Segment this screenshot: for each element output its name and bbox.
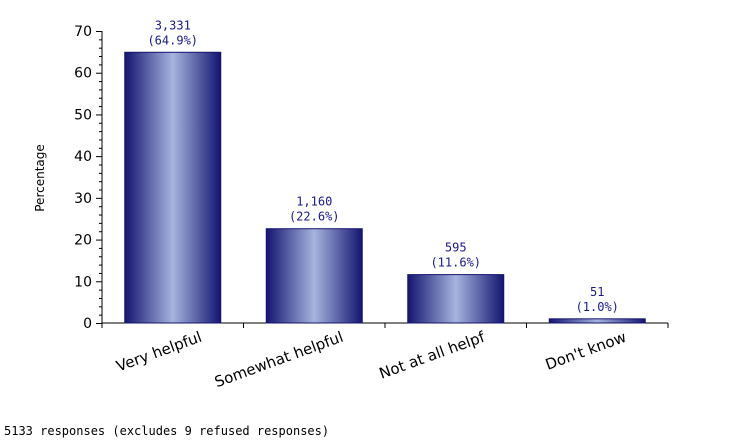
bar	[407, 274, 505, 324]
bar	[548, 318, 646, 324]
x-category-label: Not at all helpf	[377, 328, 488, 383]
data-label-percent: (11.6%)	[430, 256, 481, 270]
x-category-label: Don't know	[543, 328, 629, 374]
y-tick-label: 70	[74, 24, 92, 40]
data-label-percent: (64.9%)	[147, 33, 198, 47]
x-category-label: Very helpful	[114, 328, 204, 376]
y-axis-title: Percentage	[33, 144, 47, 212]
data-label-count: 51	[590, 285, 604, 299]
y-tick-label: 50	[74, 107, 92, 123]
y-tick-label: 60	[74, 66, 92, 82]
x-category-label: Somewhat helpful	[212, 328, 346, 391]
bar	[265, 228, 363, 324]
data-label-percent: (1.0%)	[576, 300, 619, 314]
data-label-count: 595	[445, 241, 467, 255]
y-tick-label: 10	[74, 274, 92, 290]
data-label-percent: (22.6%)	[289, 210, 340, 224]
y-tick-label: 40	[74, 149, 92, 165]
y-tick-label: 0	[83, 316, 92, 332]
data-label-count: 1,160	[296, 195, 332, 209]
y-tick-label: 20	[74, 233, 92, 249]
y-tick-label: 30	[74, 191, 92, 207]
data-label-count: 3,331	[155, 18, 191, 32]
bar	[124, 51, 222, 324]
footnote: 5133 responses (excludes 9 refused respo…	[4, 424, 330, 438]
plot-area: 0 10 20 30 40 50 60 70 3,331(64.9%) Very helpful 1…	[74, 18, 669, 391]
